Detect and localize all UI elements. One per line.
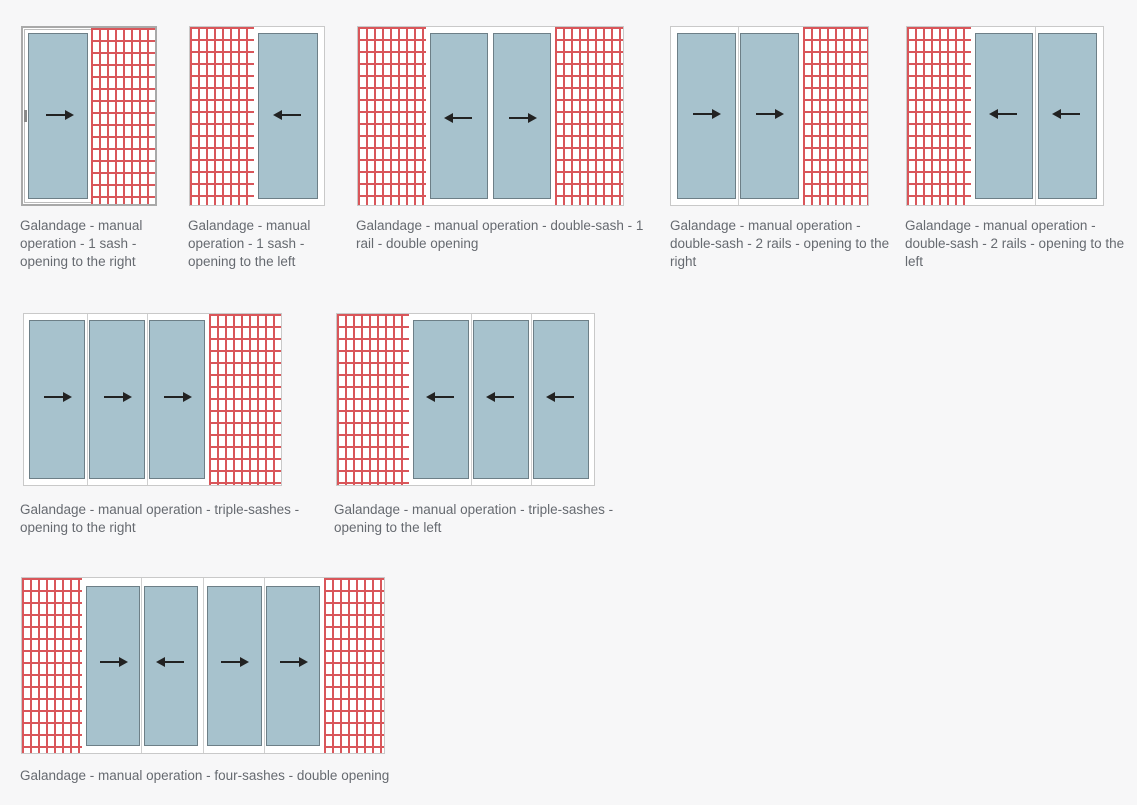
brick-wall bbox=[22, 578, 82, 753]
brick-wall bbox=[358, 27, 426, 205]
rail-divider bbox=[147, 314, 148, 485]
glass-sash bbox=[144, 586, 198, 746]
brick-wall bbox=[190, 27, 254, 205]
glass-sash bbox=[533, 320, 589, 479]
glass-sash bbox=[86, 586, 140, 746]
arrow-left-icon bbox=[1052, 109, 1082, 119]
glass-sash bbox=[89, 320, 145, 479]
diagram-caption: Galandage - manual operation - double-sa… bbox=[670, 218, 890, 269]
glass-sash bbox=[266, 586, 320, 746]
arrow-right-icon bbox=[162, 392, 192, 402]
arrow-right-icon bbox=[691, 109, 721, 119]
glass-sash bbox=[1038, 33, 1097, 199]
handle bbox=[24, 110, 27, 122]
diagram-caption: Galandage - manual operation - double-sa… bbox=[356, 218, 644, 251]
glass-sash bbox=[149, 320, 205, 479]
arrow-left-icon bbox=[273, 110, 303, 120]
arrow-right-icon bbox=[42, 392, 72, 402]
arrow-left-icon bbox=[426, 392, 456, 402]
arrow-right-icon bbox=[754, 109, 784, 119]
diagram-caption: Galandage - manual operation - double-sa… bbox=[905, 218, 1125, 269]
brick-wall bbox=[91, 28, 155, 204]
arrow-left-icon bbox=[156, 657, 186, 667]
brick-wall bbox=[803, 27, 868, 205]
rail-divider bbox=[141, 578, 142, 753]
glass-sash bbox=[258, 33, 318, 199]
brick-wall bbox=[337, 314, 409, 485]
glass-sash bbox=[740, 33, 799, 199]
arrow-right-icon bbox=[278, 657, 308, 667]
diagram-caption: Galandage - manual operation - triple-sa… bbox=[20, 502, 300, 535]
diagram-caption: Galandage - manual operation - four-sash… bbox=[20, 768, 390, 783]
arrow-right-icon bbox=[507, 113, 537, 123]
arrow-right-icon bbox=[219, 657, 249, 667]
brick-wall bbox=[324, 578, 384, 753]
rail-divider bbox=[264, 578, 265, 753]
arrow-right-icon bbox=[102, 392, 132, 402]
glass-sash bbox=[207, 586, 262, 746]
rail-divider bbox=[531, 314, 532, 485]
rail-divider bbox=[1035, 27, 1036, 205]
glass-sash bbox=[473, 320, 529, 479]
arrow-right-icon bbox=[44, 110, 74, 120]
arrow-left-icon bbox=[546, 392, 576, 402]
rail-divider bbox=[471, 314, 472, 485]
glass-sash bbox=[29, 320, 85, 479]
glass-sash bbox=[430, 33, 488, 199]
brick-wall bbox=[555, 27, 623, 205]
glass-sash bbox=[975, 33, 1033, 199]
rail-divider bbox=[87, 314, 88, 485]
glass-sash bbox=[493, 33, 551, 199]
arrow-left-icon bbox=[486, 392, 516, 402]
brick-wall bbox=[907, 27, 971, 205]
diagram-caption: Galandage - manual operation - 1 sash - … bbox=[188, 218, 311, 269]
arrow-left-icon bbox=[989, 109, 1019, 119]
glass-sash bbox=[677, 33, 736, 199]
glass-sash bbox=[28, 33, 88, 199]
arrow-left-icon bbox=[444, 113, 474, 123]
diagram-caption: Galandage - manual operation - triple-sa… bbox=[334, 502, 614, 535]
diagram-caption: Galandage - manual operation - 1 sash - … bbox=[20, 218, 143, 269]
brick-wall bbox=[209, 314, 281, 485]
glass-sash bbox=[413, 320, 469, 479]
rail-divider bbox=[738, 27, 739, 205]
arrow-right-icon bbox=[98, 657, 128, 667]
rail-divider bbox=[203, 578, 204, 753]
